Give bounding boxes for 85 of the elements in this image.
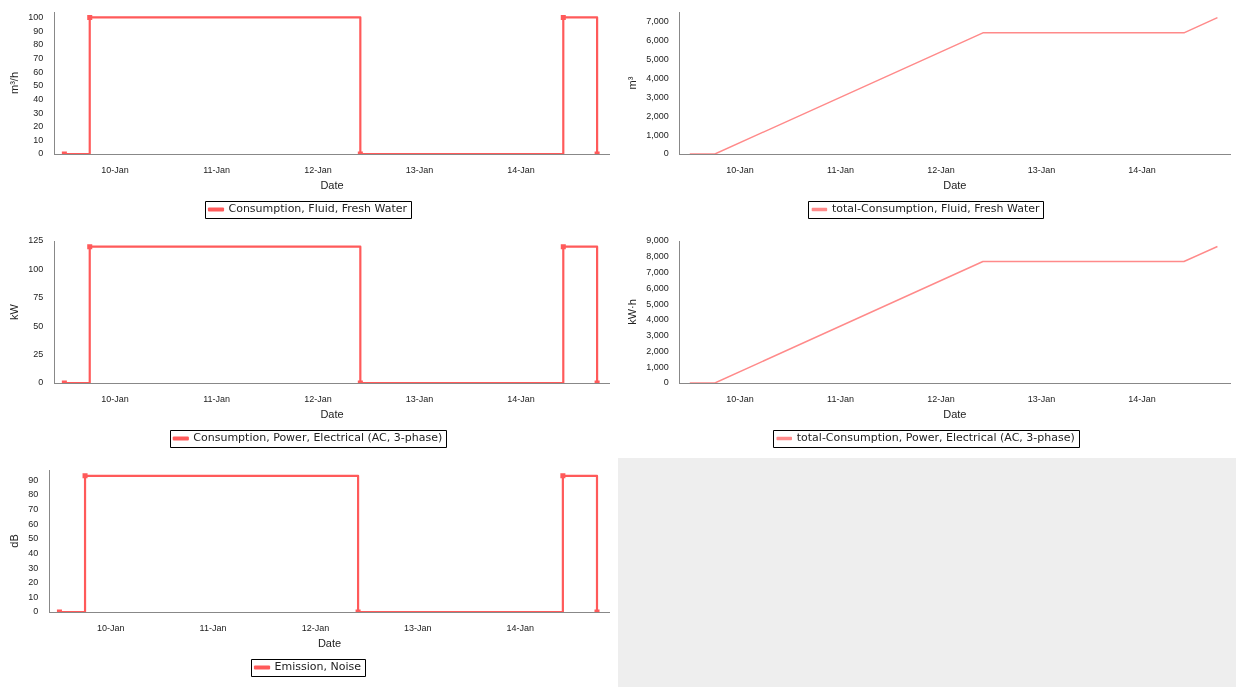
y-tick-label: 40 <box>33 93 44 104</box>
x-tick-label: 13-Jan <box>1027 164 1056 175</box>
y-tick-label: 6,000 <box>646 34 669 45</box>
y-tick-label: 60 <box>33 66 44 77</box>
y-tick-label: 80 <box>33 39 44 50</box>
x-tick-label: 11-Jan <box>827 393 854 404</box>
y-tick-label: 7,000 <box>646 267 669 278</box>
y-tick-label: 50 <box>33 320 44 331</box>
y-tick-label: 7,000 <box>646 15 669 26</box>
y-tick-label: 25 <box>33 349 44 360</box>
y-axis-title: kW <box>7 303 20 320</box>
y-tick-label: 50 <box>28 533 39 544</box>
y-axis-title: m³ <box>625 76 638 90</box>
x-tick-label: 10-Jan <box>726 393 754 404</box>
x-axis-title: Date <box>320 408 344 421</box>
x-tick-label: 10-Jan <box>96 622 125 633</box>
y-tick-label: 50 <box>33 80 44 91</box>
y-tick-label: 8,000 <box>646 251 669 262</box>
x-tick-label: 13-Jan <box>405 164 434 175</box>
legend-label: Emission, Noise <box>274 660 362 674</box>
x-axis-title: Date <box>320 179 344 192</box>
x-tick-label: 10-Jan <box>726 164 754 175</box>
legend-label: Consumption, Power, Electrical (AC, 3-phase) <box>193 431 443 445</box>
legend-label: total-Consumption, Fluid, Fresh Water <box>831 202 1041 216</box>
y-tick-label: 0 <box>663 148 669 159</box>
y-tick-label: 0 <box>33 606 39 617</box>
x-tick-label: 11-Jan <box>203 393 231 404</box>
y-tick-label: 30 <box>28 562 39 573</box>
y-tick-label: 20 <box>28 577 39 588</box>
y-tick-label: 2,000 <box>646 110 669 121</box>
x-tick-label: 14-Jan <box>507 393 535 404</box>
y-tick-label: 5,000 <box>646 53 669 64</box>
x-tick-label: 13-Jan <box>405 393 434 404</box>
x-tick-label: 10-Jan <box>101 393 129 404</box>
x-tick-label: 12-Jan <box>304 164 332 175</box>
y-tick-label: 125 <box>28 235 44 246</box>
y-tick-label: 0 <box>663 377 669 388</box>
x-tick-label: 11-Jan <box>199 622 227 633</box>
x-axis-title: Date <box>943 408 967 421</box>
x-axis-title: Date <box>943 179 967 192</box>
y-axis-title: dB <box>7 534 20 548</box>
y-tick-label: 0 <box>38 377 44 388</box>
y-tick-label: 70 <box>33 52 44 63</box>
y-tick-label: 80 <box>28 489 39 500</box>
y-axis-title: kW·h <box>625 299 638 325</box>
y-tick-label: 4,000 <box>646 314 669 325</box>
y-tick-label: 10 <box>33 134 44 145</box>
y-tick-label: 10 <box>28 591 39 602</box>
y-tick-label: 1,000 <box>646 129 669 140</box>
y-axis-title: m³/h <box>7 72 20 94</box>
y-tick-label: 1,000 <box>646 361 669 372</box>
y-tick-label: 20 <box>33 121 44 132</box>
x-axis-title: Date <box>317 637 342 650</box>
x-tick-label: 11-Jan <box>203 164 231 175</box>
x-tick-label: 10-Jan <box>101 164 129 175</box>
x-tick-label: 13-Jan <box>1027 393 1056 404</box>
x-tick-label: 12-Jan <box>301 622 330 633</box>
y-tick-label: 3,000 <box>646 91 669 102</box>
y-tick-label: 90 <box>28 474 39 485</box>
y-tick-label: 0 <box>38 148 44 159</box>
y-tick-label: 5,000 <box>646 298 669 309</box>
y-tick-label: 4,000 <box>646 72 669 83</box>
y-tick-label: 2,000 <box>646 345 669 356</box>
x-tick-label: 13-Jan <box>404 622 432 633</box>
x-tick-label: 12-Jan <box>304 393 332 404</box>
y-tick-label: 40 <box>28 547 39 558</box>
y-tick-label: 9,000 <box>646 235 669 246</box>
x-tick-label: 12-Jan <box>927 393 955 404</box>
y-tick-label: 30 <box>33 107 44 118</box>
x-tick-label: 14-Jan <box>1128 164 1156 175</box>
y-tick-label: 6,000 <box>646 282 669 293</box>
x-tick-label: 14-Jan <box>1128 393 1156 404</box>
x-tick-label: 14-Jan <box>507 164 535 175</box>
y-tick-label: 100 <box>28 11 44 22</box>
y-tick-label: 90 <box>33 25 44 36</box>
legend-label: Consumption, Fluid, Fresh Water <box>228 202 408 216</box>
y-tick-label: 100 <box>28 263 44 274</box>
x-tick-label: 14-Jan <box>506 622 534 633</box>
y-tick-label: 70 <box>28 504 39 515</box>
legend-label: total-Consumption, Power, Electrical (AC, 3-phase) <box>796 431 1075 445</box>
y-tick-label: 3,000 <box>646 330 669 341</box>
y-tick-label: 75 <box>33 292 44 303</box>
y-tick-label: 60 <box>28 518 39 529</box>
x-tick-label: 11-Jan <box>827 164 854 175</box>
x-tick-label: 12-Jan <box>927 164 955 175</box>
